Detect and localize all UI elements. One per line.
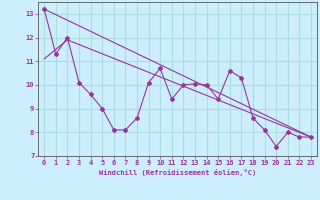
X-axis label: Windchill (Refroidissement éolien,°C): Windchill (Refroidissement éolien,°C) xyxy=(99,169,256,176)
